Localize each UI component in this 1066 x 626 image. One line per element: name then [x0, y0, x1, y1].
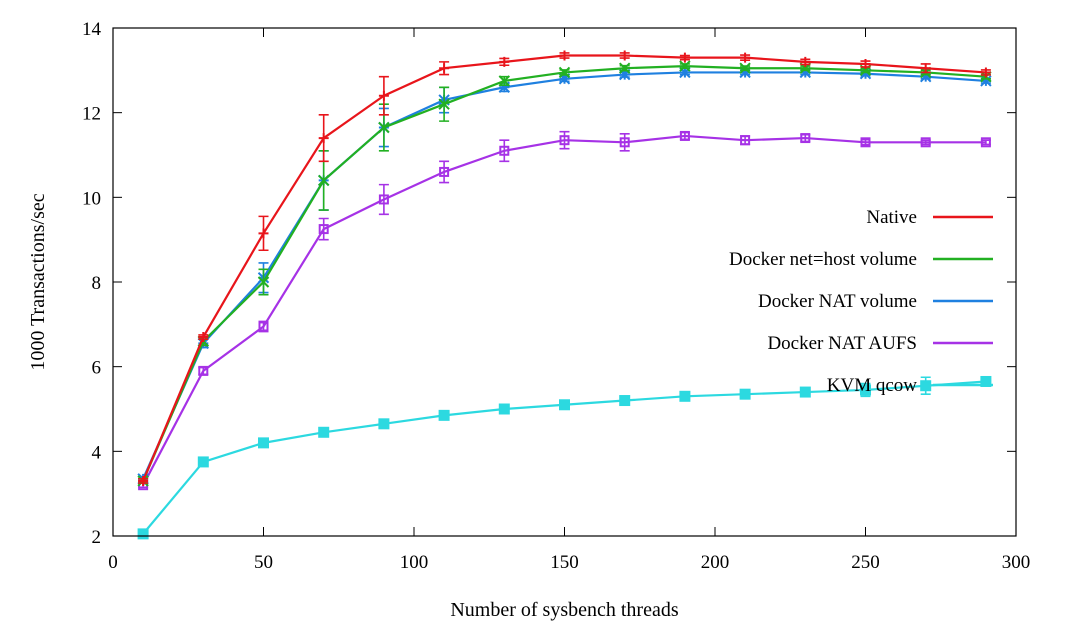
data-point: [739, 66, 751, 79]
data-point: [558, 73, 571, 85]
data-point: [559, 50, 570, 61]
data-point: [619, 395, 631, 407]
data-point: [499, 145, 510, 156]
data-point: [739, 388, 751, 400]
data-point: [920, 137, 931, 148]
series-kvm-qcow: [137, 375, 992, 540]
x-tick-label: 300: [1002, 552, 1031, 573]
data-point: [438, 98, 450, 110]
data-point: [619, 50, 630, 61]
data-point: [679, 130, 690, 141]
data-point: [498, 81, 511, 93]
x-tick-label: 250: [851, 552, 880, 573]
data-point: [439, 166, 450, 177]
data-point: [378, 121, 390, 134]
y-axis-label: 1000 Transactions/sec: [27, 193, 49, 370]
data-point: [799, 66, 812, 79]
data-point: [258, 437, 269, 449]
data-point: [740, 52, 751, 63]
data-point: [618, 62, 631, 74]
data-point: [198, 332, 209, 343]
error-bar: [439, 160, 450, 184]
data-point: [378, 194, 389, 205]
data-point: [138, 475, 149, 486]
error-bar: [559, 130, 570, 150]
data-point: [920, 380, 932, 392]
series-line: [142, 64, 986, 482]
data-point: [739, 62, 751, 74]
error-bar: [619, 133, 630, 152]
data-point: [980, 375, 992, 387]
error-bar: [499, 139, 510, 163]
data-point: [378, 90, 389, 101]
data-point: [318, 133, 329, 144]
data-point: [498, 75, 511, 87]
data-point: [559, 399, 570, 411]
data-point: [679, 66, 691, 79]
x-tick-label: 200: [701, 552, 730, 573]
x-tick-label: 50: [254, 552, 273, 573]
y-tick-label: 8: [92, 273, 102, 294]
data-point: [258, 321, 269, 332]
plot-frame: [112, 27, 1017, 537]
legend-label: KVM qcow: [827, 375, 918, 396]
data-point: [317, 174, 330, 187]
data-point: [439, 63, 450, 74]
data-point: [860, 384, 871, 396]
data-point: [618, 68, 631, 81]
series-docker-net-host-volume: [137, 60, 992, 487]
data-point: [318, 224, 329, 235]
error-bar: [318, 217, 329, 241]
legend-label: Docker NAT volume: [758, 291, 917, 312]
error-bar: [378, 183, 389, 216]
data-point: [679, 52, 690, 63]
data-point: [800, 56, 811, 67]
data-point: [318, 426, 330, 438]
y-tick-label: 4: [92, 442, 102, 463]
data-point: [197, 456, 209, 468]
legend-label: Docker NAT AUFS: [767, 333, 917, 354]
y-tick-label: 12: [82, 104, 101, 125]
data-point: [919, 70, 932, 83]
series-native: [138, 50, 991, 486]
data-point: [859, 68, 872, 80]
data-point: [800, 133, 811, 144]
data-point: [920, 63, 931, 74]
data-point: [558, 66, 571, 79]
data-point: [679, 60, 691, 72]
data-point: [619, 137, 630, 148]
data-point: [257, 276, 270, 288]
data-point: [980, 75, 992, 87]
data-point: [679, 390, 691, 402]
legend: Native Docker net=host volume Docker NAT v…: [729, 207, 993, 396]
data-point: [980, 137, 991, 148]
x-tick-label: 150: [550, 552, 579, 573]
data-point: [980, 67, 991, 78]
y-tick-label: 6: [92, 358, 102, 379]
data-point: [860, 58, 871, 69]
x-axis-label: Number of sysbench threads: [450, 599, 678, 621]
x-tick-label: 100: [400, 552, 429, 573]
data-point: [198, 365, 209, 376]
legend-label: Native: [866, 207, 917, 228]
data-point: [860, 137, 871, 148]
plot-area: [137, 50, 992, 540]
data-point: [559, 135, 570, 146]
y-tick-label: 14: [82, 19, 102, 40]
data-point: [438, 409, 450, 421]
data-point: [378, 418, 390, 430]
y-tick-label: 2: [92, 527, 102, 548]
y-tick-label: 10: [82, 188, 101, 209]
x-tick-label: 0: [108, 552, 118, 573]
data-point: [258, 228, 269, 239]
data-point: [740, 135, 751, 146]
data-point: [498, 403, 510, 415]
axes: 0 50 100 150 200 250 300 2 4 6 8 10 12 14: [82, 19, 1030, 573]
data-point: [499, 56, 510, 67]
data-point: [799, 386, 811, 398]
data-point: [137, 528, 149, 540]
legend-label: Docker net=host volume: [729, 249, 917, 270]
